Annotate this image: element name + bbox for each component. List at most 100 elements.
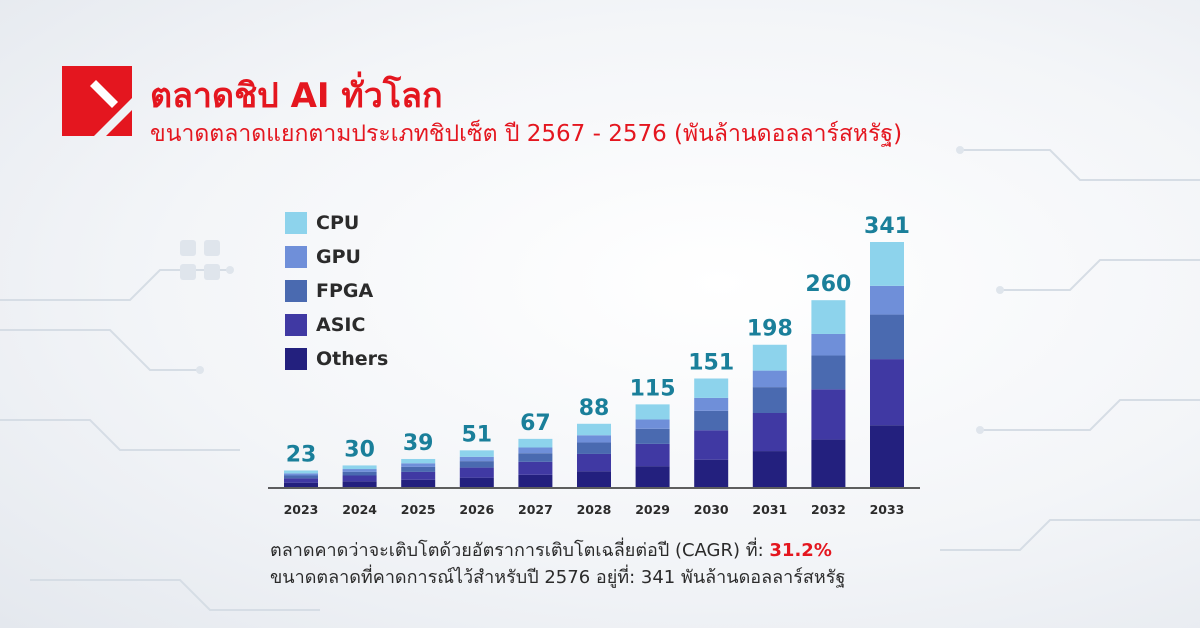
bar-segment-fpga-2029 [635, 428, 670, 444]
x-tick-label-2024: 2024 [342, 502, 377, 517]
bar-segment-asic-2029 [635, 443, 670, 467]
footer-forecast-line: ขนาดตลาดที่คาดการณ์ไว้สำหรับปี 2576 อยู่… [270, 567, 846, 588]
legend-label-asic: ASIC [316, 314, 366, 336]
bar-segment-others-2033 [870, 425, 904, 487]
legend-swatch-fpga [285, 280, 307, 302]
x-tick-label-2025: 2025 [401, 502, 436, 517]
x-tick-label-2031: 2031 [752, 502, 787, 517]
chart-legend: CPU GPU FPGA ASIC Others [285, 206, 388, 376]
bar-segment-gpu-2032 [811, 333, 846, 356]
page-title: ตลาดชิป AI ทั่วโลก [150, 76, 443, 116]
legend-label-gpu: GPU [316, 246, 361, 268]
x-tick-label-2023: 2023 [284, 502, 319, 517]
bar-segment-asic-2024 [342, 475, 377, 482]
bar-segment-others-2030 [694, 459, 729, 487]
bar-segment-others-2025 [401, 479, 436, 487]
legend-item-asic: ASIC [285, 308, 388, 342]
bar-segment-cpu-2028 [577, 423, 611, 436]
bar-segment-gpu-2028 [577, 435, 611, 443]
bar-segment-others-2028 [577, 471, 611, 487]
bar-segment-fpga-2030 [694, 410, 729, 431]
bar-segment-gpu-2029 [635, 419, 670, 429]
bar-segment-fpga-2028 [577, 442, 611, 454]
x-tick-label-2033: 2033 [870, 502, 905, 517]
bar-segment-fpga-2032 [811, 355, 846, 390]
bar-segment-asic-2027 [518, 461, 553, 475]
legend-label-others: Others [316, 348, 389, 370]
x-tick-label-2027: 2027 [518, 502, 553, 517]
total-label-2024: 30 [344, 437, 375, 462]
footer-cagr-line: ตลาดคาดว่าจะเติบโตด้วยอัตราการเติบโตเฉลี… [270, 537, 845, 564]
x-tick-label-2032: 2032 [811, 502, 846, 517]
bar-segment-cpu-2023 [284, 470, 318, 474]
footer-notes: ตลาดคาดว่าจะเติบโตด้วยอัตราการเติบโตเฉลี… [270, 537, 845, 591]
bar-segment-cpu-2025 [401, 458, 436, 464]
total-label-2033: 341 [864, 214, 910, 239]
page-subtitle: ขนาดตลาดแยกตามประเภทชิปเซ็ต ปี 2567 - 25… [150, 121, 903, 147]
cagr-value: 31.2% [769, 540, 832, 561]
bar-segment-cpu-2024 [342, 465, 377, 470]
bar-segment-others-2032 [811, 439, 846, 487]
bar-segment-gpu-2023 [284, 473, 318, 476]
x-tick-label-2030: 2030 [694, 502, 729, 517]
bar-segment-others-2029 [635, 466, 670, 487]
bar-segment-asic-2026 [459, 467, 494, 478]
x-tick-label-2029: 2029 [635, 502, 670, 517]
legend-label-cpu: CPU [316, 212, 360, 234]
bar-segment-others-2027 [518, 474, 553, 487]
total-label-2030: 151 [688, 351, 734, 376]
bar-segment-asic-2028 [577, 453, 611, 472]
bar-segment-others-2026 [459, 477, 494, 487]
bar-segment-gpu-2025 [401, 463, 436, 467]
bar-segment-gpu-2030 [694, 397, 729, 411]
bar-segment-others-2023 [284, 482, 318, 487]
bar-segment-gpu-2031 [752, 370, 787, 388]
bar-segment-cpu-2029 [635, 404, 670, 420]
bar-segment-others-2024 [342, 481, 377, 487]
bar-segment-cpu-2030 [694, 378, 729, 398]
bar-segment-cpu-2026 [459, 450, 494, 457]
bar-segment-gpu-2024 [342, 469, 377, 472]
legend-swatch-others [285, 348, 307, 370]
bar-segment-asic-2033 [870, 359, 904, 426]
total-label-2026: 51 [461, 422, 492, 447]
bar-segment-fpga-2023 [284, 475, 318, 479]
total-label-2028: 88 [579, 396, 610, 421]
brand-logo [62, 66, 132, 136]
total-label-2023: 23 [286, 442, 317, 467]
x-tick-label-2028: 2028 [577, 502, 612, 517]
legend-item-gpu: GPU [285, 240, 388, 274]
bar-segment-asic-2032 [811, 389, 846, 440]
bar-segment-fpga-2025 [401, 466, 436, 472]
total-label-2025: 39 [403, 431, 434, 456]
bar-segment-fpga-2033 [870, 314, 904, 360]
total-label-2032: 260 [805, 272, 851, 297]
legend-swatch-gpu [285, 246, 307, 268]
bar-segment-fpga-2024 [342, 471, 377, 476]
bar-segment-gpu-2027 [518, 447, 553, 454]
total-label-2031: 198 [747, 317, 793, 342]
legend-label-fpga: FPGA [316, 280, 374, 302]
bar-segment-gpu-2026 [459, 456, 494, 462]
bar-segment-others-2031 [752, 451, 787, 487]
bar-segment-fpga-2026 [459, 461, 494, 468]
footer-cagr-text: ตลาดคาดว่าจะเติบโตด้วยอัตราการเติบโตเฉลี… [270, 540, 770, 561]
total-label-2029: 115 [630, 376, 676, 401]
legend-item-cpu: CPU [285, 206, 388, 240]
bar-segment-cpu-2031 [752, 344, 787, 371]
legend-item-others: Others [285, 342, 388, 376]
legend-swatch-asic [285, 314, 307, 336]
bar-segment-cpu-2033 [870, 242, 904, 286]
total-label-2027: 67 [520, 411, 551, 436]
bar-segment-asic-2031 [752, 412, 787, 452]
legend-item-fpga: FPGA [285, 274, 388, 308]
x-tick-label-2026: 2026 [459, 502, 494, 517]
bar-segment-asic-2025 [401, 471, 436, 480]
bar-segment-fpga-2027 [518, 453, 553, 462]
bar-segment-gpu-2033 [870, 285, 904, 315]
bar-segment-fpga-2031 [752, 387, 787, 413]
bar-segment-asic-2023 [284, 478, 318, 483]
bar-segment-asic-2030 [694, 430, 729, 460]
